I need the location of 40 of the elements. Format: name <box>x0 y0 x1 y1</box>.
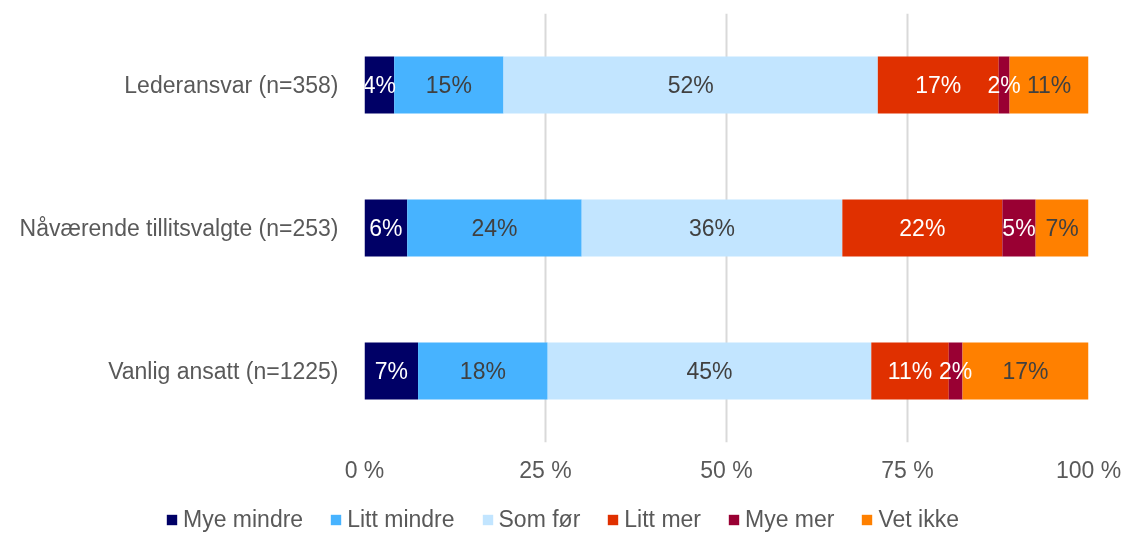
x-tick-label: 75 % <box>881 456 934 483</box>
legend-label: Mye mer <box>745 506 835 533</box>
data-label: 36% <box>689 215 736 241</box>
bar <box>407 199 582 257</box>
legend-label: Som før <box>498 506 581 533</box>
y-tick-label: Vanlig ansatt (n=1225) <box>108 358 339 384</box>
data-label: 5% <box>1002 215 1036 241</box>
bar <box>418 342 548 400</box>
data-label: 22% <box>899 215 946 241</box>
data-label: 45% <box>686 358 733 384</box>
data-label: 7% <box>374 358 408 384</box>
x-tick-label: 100 % <box>1055 456 1122 483</box>
bar <box>581 199 843 257</box>
x-tick-label: 25 % <box>519 456 572 483</box>
data-label: 11% <box>887 358 933 384</box>
data-label: 11% <box>1026 72 1072 98</box>
data-label: 17% <box>915 72 962 98</box>
bar <box>364 342 419 400</box>
bar <box>842 199 1003 257</box>
legend-label: Vet ikke <box>878 506 959 533</box>
legend-label: Litt mindre <box>347 506 455 533</box>
x-tick-label: 50 % <box>700 456 753 483</box>
data-label: 2% <box>939 358 973 384</box>
data-label: 18% <box>459 358 506 384</box>
bar <box>547 342 872 400</box>
data-label: 24% <box>471 215 518 241</box>
data-label: 2% <box>987 72 1021 98</box>
data-label: 17% <box>1002 358 1049 384</box>
legend-label: Litt mer <box>624 506 701 533</box>
legend-label: Mye mindre <box>183 506 304 533</box>
bar <box>1035 199 1089 257</box>
y-tick-label: Lederansvar (n=358) <box>124 72 339 98</box>
bar <box>394 56 504 114</box>
data-label: 15% <box>425 72 472 98</box>
data-label: 6% <box>369 215 403 241</box>
data-label: 52% <box>667 72 714 98</box>
bar <box>503 56 878 114</box>
y-tick-label: Nåværende tillitsvalgte (n=253) <box>19 215 339 241</box>
data-label: 7% <box>1045 215 1079 241</box>
x-tick-label: 0 % <box>344 456 385 483</box>
